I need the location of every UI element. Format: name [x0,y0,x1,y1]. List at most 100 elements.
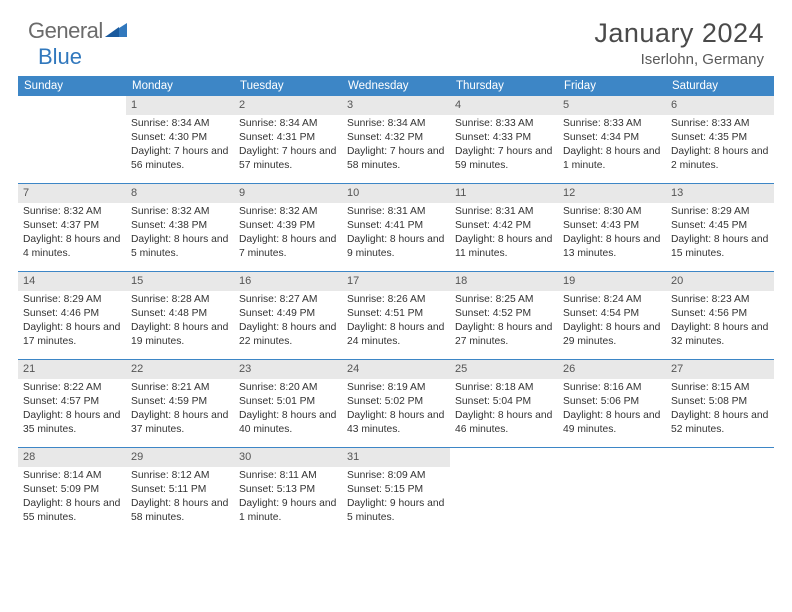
sunrise-line: Sunrise: 8:12 AM [131,469,229,483]
daylight-line: Daylight: 8 hours and 24 minutes. [347,321,445,349]
sunrise-line: Sunrise: 8:19 AM [347,381,445,395]
day-number: 20 [666,272,774,291]
day-body: Sunrise: 8:32 AMSunset: 4:39 PMDaylight:… [234,203,342,265]
day-number: 19 [558,272,666,291]
sunset-line: Sunset: 4:48 PM [131,307,229,321]
day-cell: 1Sunrise: 8:34 AMSunset: 4:30 PMDaylight… [126,96,234,183]
day-cell: 3Sunrise: 8:34 AMSunset: 4:32 PMDaylight… [342,96,450,183]
weekday-header: Sunday [18,76,126,96]
day-number: 26 [558,360,666,379]
day-body: Sunrise: 8:24 AMSunset: 4:54 PMDaylight:… [558,291,666,353]
day-cell: 20Sunrise: 8:23 AMSunset: 4:56 PMDayligh… [666,272,774,359]
sunrise-line: Sunrise: 8:21 AM [131,381,229,395]
day-number: 11 [450,184,558,203]
logo: General [28,18,129,44]
day-number: 29 [126,448,234,467]
day-number: 23 [234,360,342,379]
sunrise-line: Sunrise: 8:20 AM [239,381,337,395]
sunrise-line: Sunrise: 8:32 AM [239,205,337,219]
sunrise-line: Sunrise: 8:14 AM [23,469,121,483]
daylight-line: Daylight: 8 hours and 19 minutes. [131,321,229,349]
sunrise-line: Sunrise: 8:11 AM [239,469,337,483]
day-cell: 31Sunrise: 8:09 AMSunset: 5:15 PMDayligh… [342,448,450,536]
day-body: Sunrise: 8:34 AMSunset: 4:30 PMDaylight:… [126,115,234,177]
sunrise-line: Sunrise: 8:09 AM [347,469,445,483]
sunrise-line: Sunrise: 8:16 AM [563,381,661,395]
daylight-line: Daylight: 8 hours and 4 minutes. [23,233,121,261]
day-number: 9 [234,184,342,203]
day-cell: 19Sunrise: 8:24 AMSunset: 4:54 PMDayligh… [558,272,666,359]
sunset-line: Sunset: 4:54 PM [563,307,661,321]
day-cell: 4Sunrise: 8:33 AMSunset: 4:33 PMDaylight… [450,96,558,183]
day-body: Sunrise: 8:20 AMSunset: 5:01 PMDaylight:… [234,379,342,441]
daylight-line: Daylight: 8 hours and 32 minutes. [671,321,769,349]
sunset-line: Sunset: 4:56 PM [671,307,769,321]
sunset-line: Sunset: 4:30 PM [131,131,229,145]
day-body: Sunrise: 8:19 AMSunset: 5:02 PMDaylight:… [342,379,450,441]
day-cell: 5Sunrise: 8:33 AMSunset: 4:34 PMDaylight… [558,96,666,183]
day-number: 21 [18,360,126,379]
sunrise-line: Sunrise: 8:25 AM [455,293,553,307]
sunrise-line: Sunrise: 8:31 AM [455,205,553,219]
daylight-line: Daylight: 8 hours and 11 minutes. [455,233,553,261]
week-row: 21Sunrise: 8:22 AMSunset: 4:57 PMDayligh… [18,360,774,448]
sunset-line: Sunset: 4:59 PM [131,395,229,409]
day-body: Sunrise: 8:22 AMSunset: 4:57 PMDaylight:… [18,379,126,441]
day-body: Sunrise: 8:25 AMSunset: 4:52 PMDaylight:… [450,291,558,353]
day-number: 10 [342,184,450,203]
day-cell: 28Sunrise: 8:14 AMSunset: 5:09 PMDayligh… [18,448,126,536]
daylight-line: Daylight: 7 hours and 57 minutes. [239,145,337,173]
sunset-line: Sunset: 4:37 PM [23,219,121,233]
month-title: January 2024 [594,18,764,49]
logo-text-blue: Blue [38,44,82,69]
weekday-header: Thursday [450,76,558,96]
daylight-line: Daylight: 8 hours and 46 minutes. [455,409,553,437]
day-cell: . [18,96,126,183]
daylight-line: Daylight: 8 hours and 52 minutes. [671,409,769,437]
sunset-line: Sunset: 4:31 PM [239,131,337,145]
sunset-line: Sunset: 4:35 PM [671,131,769,145]
day-cell: . [558,448,666,536]
day-cell: 22Sunrise: 8:21 AMSunset: 4:59 PMDayligh… [126,360,234,447]
day-cell: 24Sunrise: 8:19 AMSunset: 5:02 PMDayligh… [342,360,450,447]
sunrise-line: Sunrise: 8:30 AM [563,205,661,219]
sunset-line: Sunset: 4:51 PM [347,307,445,321]
sunrise-line: Sunrise: 8:24 AM [563,293,661,307]
day-cell: 2Sunrise: 8:34 AMSunset: 4:31 PMDaylight… [234,96,342,183]
day-number: 24 [342,360,450,379]
day-cell: 12Sunrise: 8:30 AMSunset: 4:43 PMDayligh… [558,184,666,271]
day-body: Sunrise: 8:33 AMSunset: 4:33 PMDaylight:… [450,115,558,177]
daylight-line: Daylight: 8 hours and 2 minutes. [671,145,769,173]
day-cell: 15Sunrise: 8:28 AMSunset: 4:48 PMDayligh… [126,272,234,359]
day-cell: 16Sunrise: 8:27 AMSunset: 4:49 PMDayligh… [234,272,342,359]
weeks-container: .1Sunrise: 8:34 AMSunset: 4:30 PMDayligh… [18,96,774,536]
day-number: 13 [666,184,774,203]
sunset-line: Sunset: 4:34 PM [563,131,661,145]
sunrise-line: Sunrise: 8:28 AM [131,293,229,307]
daylight-line: Daylight: 8 hours and 1 minute. [563,145,661,173]
sunset-line: Sunset: 4:42 PM [455,219,553,233]
sunrise-line: Sunrise: 8:18 AM [455,381,553,395]
day-body: Sunrise: 8:27 AMSunset: 4:49 PMDaylight:… [234,291,342,353]
daylight-line: Daylight: 8 hours and 17 minutes. [23,321,121,349]
day-number: 30 [234,448,342,467]
day-body: Sunrise: 8:11 AMSunset: 5:13 PMDaylight:… [234,467,342,529]
day-cell: 23Sunrise: 8:20 AMSunset: 5:01 PMDayligh… [234,360,342,447]
sunset-line: Sunset: 4:41 PM [347,219,445,233]
week-row: 14Sunrise: 8:29 AMSunset: 4:46 PMDayligh… [18,272,774,360]
daylight-line: Daylight: 8 hours and 55 minutes. [23,497,121,525]
day-number: 1 [126,96,234,115]
daylight-line: Daylight: 9 hours and 1 minute. [239,497,337,525]
day-body: Sunrise: 8:34 AMSunset: 4:32 PMDaylight:… [342,115,450,177]
daylight-line: Daylight: 8 hours and 13 minutes. [563,233,661,261]
daylight-line: Daylight: 8 hours and 7 minutes. [239,233,337,261]
sunrise-line: Sunrise: 8:33 AM [563,117,661,131]
daylight-line: Daylight: 8 hours and 49 minutes. [563,409,661,437]
sunset-line: Sunset: 5:02 PM [347,395,445,409]
daylight-line: Daylight: 7 hours and 58 minutes. [347,145,445,173]
day-cell: 6Sunrise: 8:33 AMSunset: 4:35 PMDaylight… [666,96,774,183]
day-number: 25 [450,360,558,379]
daylight-line: Daylight: 8 hours and 35 minutes. [23,409,121,437]
day-number: 22 [126,360,234,379]
daylight-line: Daylight: 7 hours and 56 minutes. [131,145,229,173]
